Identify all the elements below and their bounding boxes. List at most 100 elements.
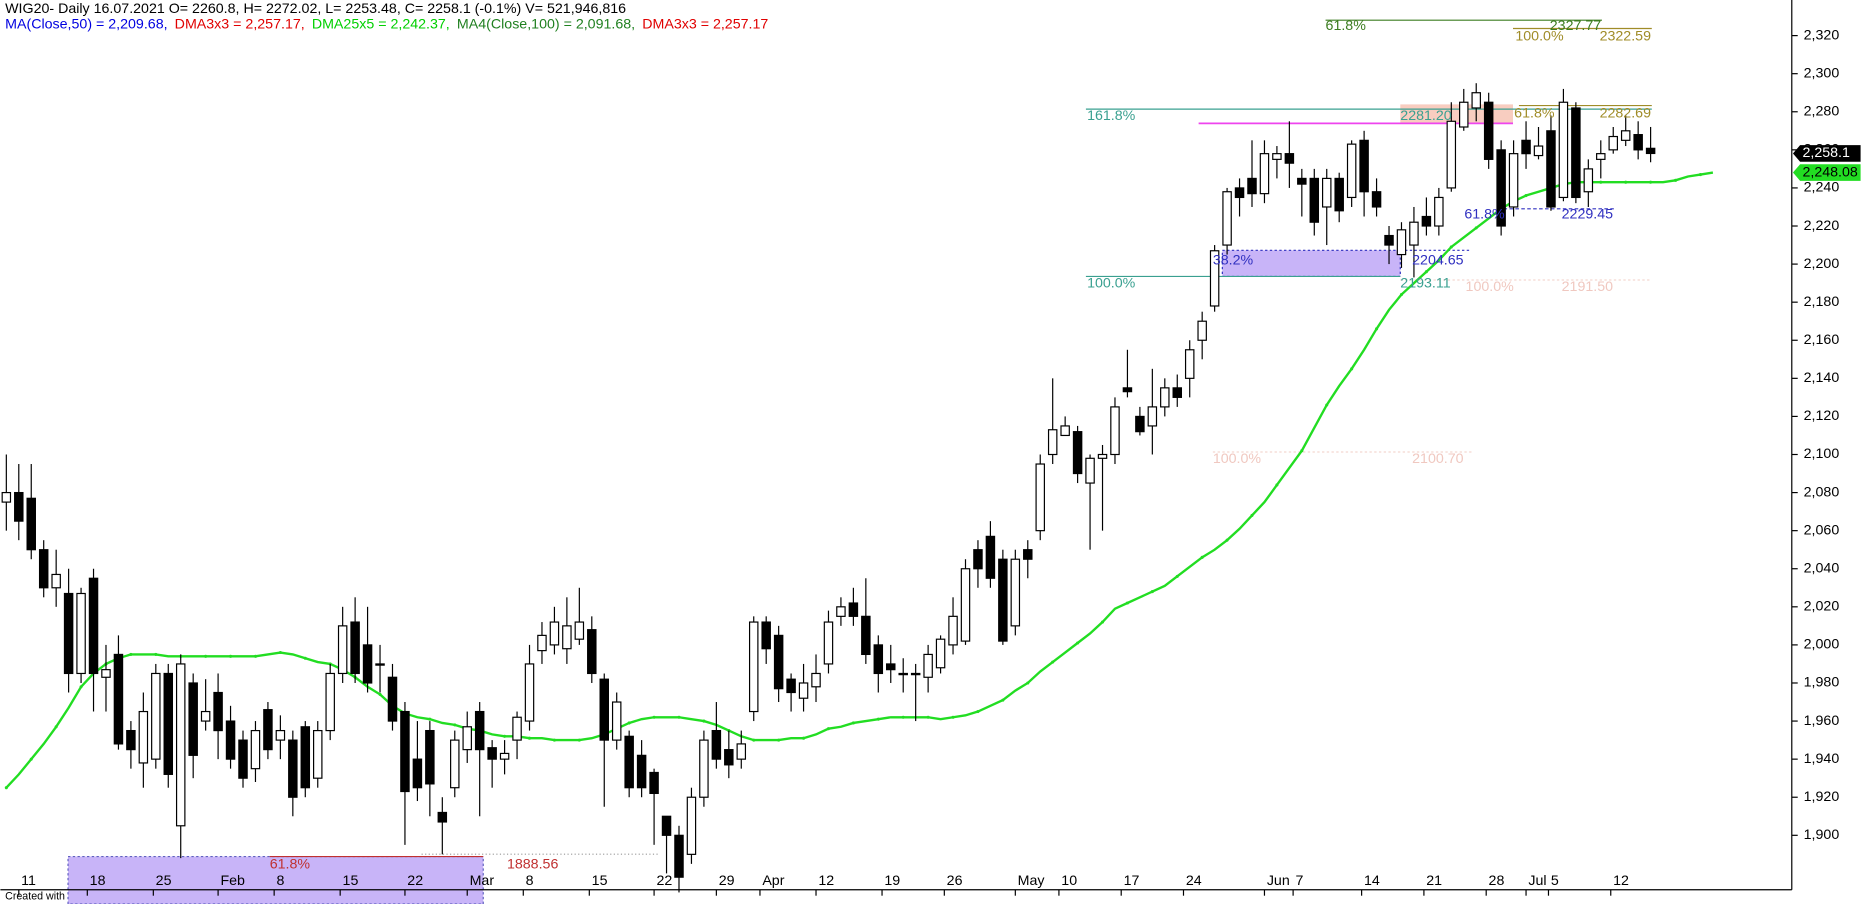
candle-body <box>375 663 385 666</box>
legend-entry: DMA3x3 = 2,257.17 <box>642 17 768 33</box>
candle-body <box>923 653 933 678</box>
ma-point <box>1524 194 1528 198</box>
x-tick-label: 12 <box>818 873 834 889</box>
candle-body <box>1047 429 1058 456</box>
candle-body <box>898 672 908 676</box>
candle-body <box>263 709 273 751</box>
x-tick-label: 18 <box>90 873 106 889</box>
candle-body <box>823 621 834 665</box>
y-tick-label: 2,180 <box>1804 294 1840 310</box>
annotation: 100.0% <box>1466 279 1515 295</box>
candle-body <box>724 749 734 766</box>
y-tick-label: 1,980 <box>1804 675 1840 691</box>
ma-point <box>1649 180 1653 184</box>
candle-body <box>1583 168 1594 193</box>
candle-body <box>325 672 335 732</box>
candle-body <box>1434 196 1444 227</box>
ma-point <box>278 650 282 655</box>
ma-point <box>1599 180 1603 184</box>
candle-body <box>985 535 996 579</box>
x-tick-label: 24 <box>1186 873 1202 889</box>
ma-point <box>1399 293 1404 297</box>
y-tick-label: 2,080 <box>1804 484 1840 500</box>
y-tick-label: 2,160 <box>1804 332 1840 348</box>
y-tick-label: 2,140 <box>1804 370 1840 386</box>
footer: Created with <box>5 891 65 903</box>
candle-body <box>811 672 821 688</box>
candle-body <box>1 491 12 503</box>
candle-body <box>76 592 86 675</box>
candle-body <box>1334 177 1344 212</box>
ma-point <box>1250 513 1254 517</box>
x-tick-label: Feb <box>220 873 245 889</box>
annotation: 61.8% <box>1326 18 1367 34</box>
ma-point <box>453 723 457 727</box>
candle-body <box>1197 320 1207 341</box>
candle-body <box>1496 149 1506 227</box>
ma-point <box>702 719 706 723</box>
candle-body <box>1321 177 1332 208</box>
candle-body <box>1072 431 1083 475</box>
ma-point <box>253 654 258 658</box>
ma-point <box>1474 226 1478 230</box>
x-tick-label: 5 <box>1551 873 1559 889</box>
candle-body <box>26 497 36 551</box>
candle-body <box>537 634 547 652</box>
y-tick-label: 1,900 <box>1804 827 1840 843</box>
candle-body <box>798 682 809 699</box>
annotation: 2229.45 <box>1562 206 1613 222</box>
legend-entry: MA4(Close,100) = 2,091.68, <box>457 17 635 33</box>
x-tick-label: 10 <box>1061 873 1077 889</box>
candle-body <box>437 811 448 823</box>
ma-point <box>1225 538 1229 542</box>
chart-title: WIG20- Daily 16.07.2021 O= 2260.8, H= 22… <box>5 1 626 17</box>
candle-body <box>51 573 61 589</box>
candle-body <box>549 621 560 646</box>
candle-body <box>935 638 946 669</box>
candle-body <box>213 691 223 732</box>
annotation: 2193.11 <box>1400 275 1450 291</box>
x-tick-label: 15 <box>592 873 608 889</box>
candle-body <box>1060 425 1070 437</box>
candle-body <box>1359 139 1369 193</box>
candle-body <box>574 621 585 640</box>
candle-body <box>998 558 1008 642</box>
candle-body <box>1521 139 1531 155</box>
candle-body <box>1209 250 1220 307</box>
ma-point <box>1698 173 1702 177</box>
candle-body <box>1184 349 1195 379</box>
candle-body <box>699 739 709 798</box>
candle-body <box>425 729 435 785</box>
candle-body <box>848 602 859 617</box>
ma-price-label: 2,248.08 <box>1802 164 1857 180</box>
candle-body <box>275 729 286 741</box>
candle-body <box>711 729 722 760</box>
ma-point <box>503 734 507 738</box>
fib-zone <box>1221 249 1401 278</box>
ma-point <box>1300 449 1304 453</box>
candle-body <box>1035 463 1045 532</box>
candle-body <box>1633 134 1643 151</box>
x-tick-label: 28 <box>1489 873 1505 889</box>
candle-body <box>1483 101 1494 160</box>
y-tick-label: 2,000 <box>1804 637 1840 653</box>
candle-body <box>1272 153 1282 160</box>
annotation: 2191.50 <box>1562 279 1613 295</box>
x-tick-label: Jul <box>1528 873 1546 889</box>
candle-body <box>873 644 884 675</box>
y-tick-label: 1,960 <box>1804 713 1840 729</box>
candle-body <box>1160 387 1170 408</box>
x-tick-label: 17 <box>1124 873 1140 889</box>
candle-body <box>474 710 485 751</box>
ma-price-box <box>1792 164 1861 181</box>
x-tick-label: 29 <box>719 873 735 889</box>
candle-body <box>761 621 771 650</box>
candle-body <box>910 672 921 676</box>
ma-point <box>1424 270 1428 274</box>
candle-body <box>1309 177 1320 223</box>
candle-body <box>362 644 373 684</box>
candle-body <box>225 720 236 760</box>
last-price-label: 2,258.1 <box>1802 145 1850 161</box>
ma-point <box>976 710 980 714</box>
